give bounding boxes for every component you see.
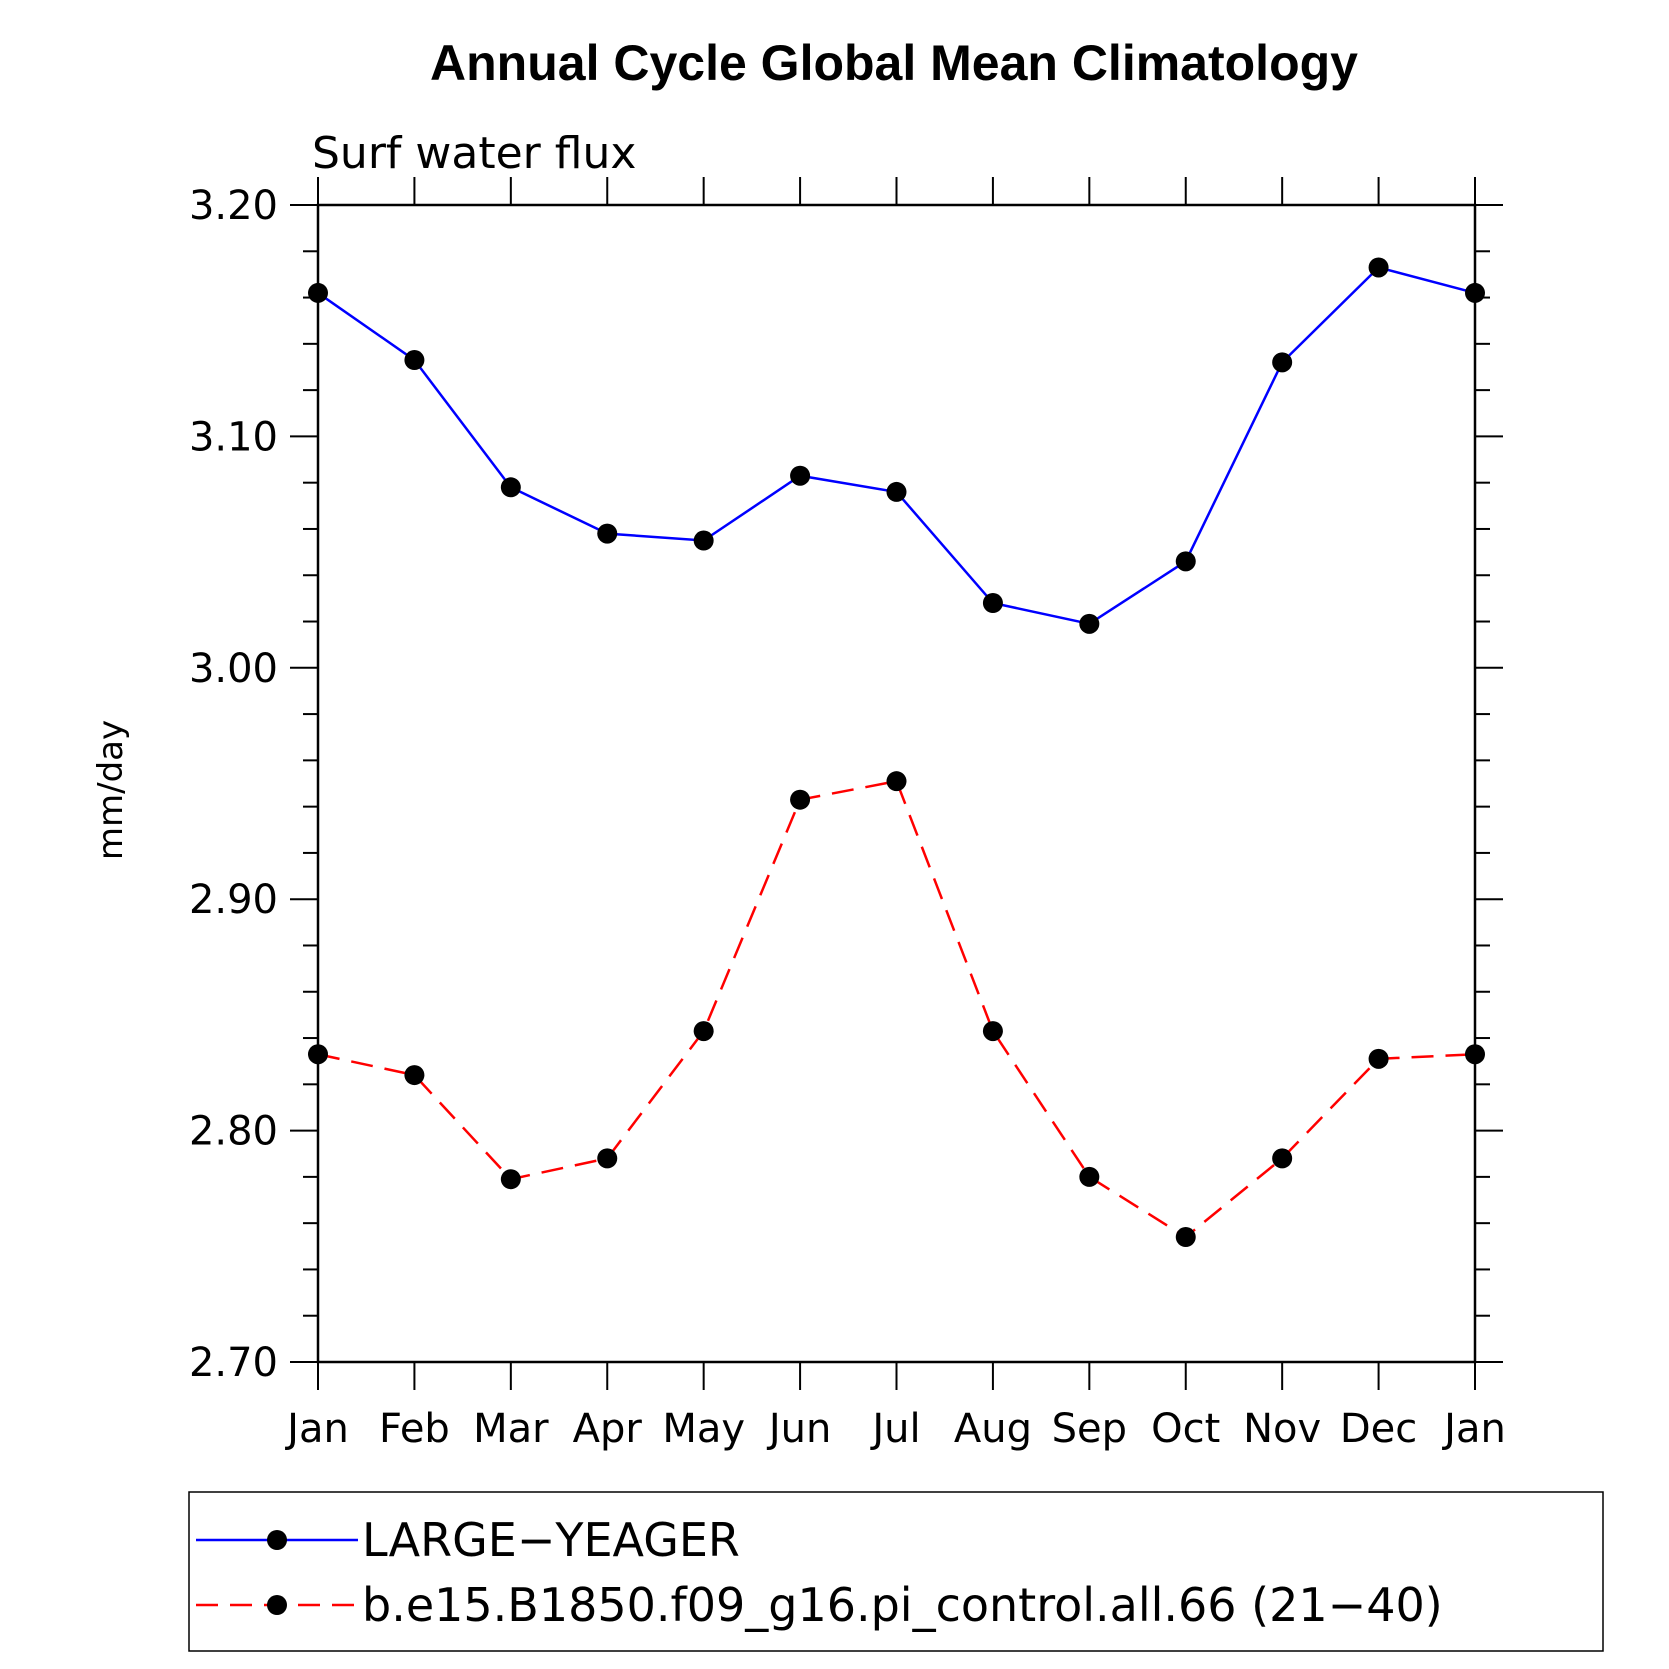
series-2-point (1175, 1227, 1196, 1248)
y-axis-label: mm/day (91, 720, 131, 860)
series-2-point (790, 789, 811, 810)
series-2-point (1465, 1044, 1485, 1065)
series-2-point (1368, 1048, 1389, 1069)
series-2-point (1272, 1148, 1293, 1169)
series-1-point (1368, 257, 1389, 278)
series-1-point (597, 523, 618, 544)
series-2-point (597, 1148, 618, 1169)
y-tick-label: 2.80 (189, 1109, 278, 1155)
series-2-point (404, 1065, 425, 1086)
series-1-point (693, 530, 714, 551)
series-1-point (1079, 613, 1100, 634)
x-axis-ticks: Jan Feb Mar Apr May Jun Jul Aug Sep Oct Nov Dec Jan (284, 177, 1506, 1452)
x-tick-label: May (662, 1406, 745, 1452)
series-1-point (1272, 352, 1293, 373)
x-tick-label: Jul (869, 1406, 920, 1452)
y-tick-label: 3.20 (189, 183, 278, 229)
series-1-point (404, 350, 425, 371)
y-tick-label: 3.10 (189, 414, 278, 460)
legend-entries: LARGE−YEAGER b.e15.B1850.f09_g16.pi_contr… (196, 1513, 1443, 1632)
chart-subtitle: Surf water flux (312, 128, 636, 179)
series-2-point (1079, 1166, 1100, 1187)
y-tick-label: 2.70 (189, 1340, 278, 1386)
y-tick-label: 3.00 (189, 646, 278, 692)
x-tick-label: Sep (1052, 1406, 1127, 1452)
y-axis-ticks: 2.70 2.80 2.90 3.00 3.10 3.20 (189, 183, 1503, 1386)
series-1-point (790, 465, 811, 486)
x-tick-label: Jan (284, 1406, 349, 1452)
series-1-point (886, 481, 907, 502)
series-2-point (982, 1021, 1003, 1042)
x-tick-label: Jun (766, 1406, 832, 1452)
y-tick-label: 2.90 (189, 877, 278, 923)
series-2-point (693, 1021, 714, 1042)
x-tick-label: Apr (573, 1406, 643, 1452)
x-tick-label: Aug (954, 1406, 1032, 1452)
x-tick-label: Mar (473, 1406, 549, 1452)
series-2-point (886, 771, 907, 792)
x-tick-label: Jan (1441, 1406, 1506, 1452)
series-1-point (308, 282, 328, 303)
series-line-1 (317, 266, 1476, 626)
series-2-point (308, 1044, 328, 1065)
x-tick-label: Feb (379, 1406, 450, 1452)
legend: LARGE−YEAGER b.e15.B1850.f09_g16.pi_contr… (188, 1491, 1604, 1652)
series-line-2 (317, 779, 1476, 1239)
chart-title: Annual Cycle Global Mean Climatology (430, 35, 1358, 91)
legend-label-2: b.e15.B1850.f09_g16.pi_control.all.66 (2… (362, 1578, 1443, 1632)
x-tick-label: Nov (1243, 1406, 1321, 1452)
legend-label-1: LARGE−YEAGER (362, 1513, 740, 1567)
legend-box (188, 1491, 1604, 1652)
series-1-point (982, 593, 1003, 614)
series-1-point (1175, 551, 1196, 572)
series-1-point (1465, 282, 1485, 303)
x-tick-label: Oct (1151, 1406, 1220, 1452)
series-1-point (500, 477, 521, 498)
legend-marker-2 (267, 1595, 287, 1615)
series-layer (308, 257, 1485, 1248)
legend-marker-1 (267, 1530, 287, 1550)
series-2-point (500, 1169, 521, 1190)
x-tick-label: Dec (1340, 1406, 1417, 1452)
